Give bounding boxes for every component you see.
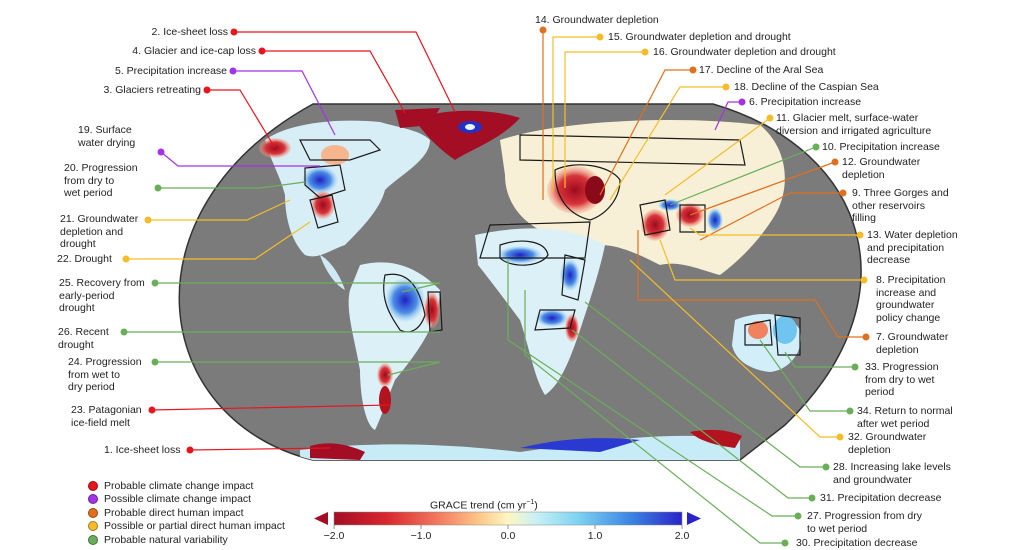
legend-label: Probable direct human impact [104, 506, 244, 519]
colorbar [314, 511, 701, 529]
label-3: 3. Glaciers retreating [103, 84, 201, 96]
label-7: 7. Groundwater depletion [876, 331, 949, 356]
legend-item: Possible or partial direct human impact [88, 520, 285, 534]
colorbar-tick: 2.0 [674, 530, 690, 542]
legend-dot-icon [88, 507, 98, 518]
colorbar-tick: 1.0 [587, 530, 603, 542]
label-12: 12. Groundwater depletion [842, 156, 921, 181]
legend-label: Possible or partial direct human impact [104, 520, 285, 533]
label-30: 30. Precipitation decrease [796, 537, 918, 549]
label-34: 34. Return to normal after wet period [857, 405, 953, 430]
leader-lines [124, 30, 866, 544]
colorbar-title-text: GRACE trend (cm yr [430, 499, 527, 512]
label-25: 25. Recovery from early-period drought [59, 277, 145, 314]
label-15: 15. Groundwater depletion and drought [608, 31, 791, 43]
legend-dot-icon [88, 494, 98, 505]
label-33: 33. Progression from dry to wet period [865, 361, 939, 398]
colorbar-tick: 0.0 [500, 530, 516, 542]
label-31: 31. Precipitation decrease [820, 492, 942, 504]
legend-item: Probable direct human impact [88, 506, 285, 520]
label-16: 16. Groundwater depletion and drought [653, 46, 836, 58]
label-19: 19. Surface water drying [78, 124, 136, 149]
label-27: 27. Progression from dry to wet period [807, 510, 922, 535]
label-10: 10. Precipitation increase [822, 141, 940, 153]
label-5: 5. Precipitation increase [114, 65, 227, 77]
category-legend: Probable climate change impact Possible … [88, 479, 285, 547]
label-13: 13. Water depletion and precipitation de… [867, 229, 958, 266]
label-23: 23. Patagonian ice-field melt [71, 404, 142, 429]
colorbar-title-end: ) [534, 499, 538, 512]
label-dots [120, 26, 870, 547]
legend-dot-icon [88, 480, 98, 491]
label-8: 8. Precipitation increase and groundwate… [876, 274, 946, 324]
legend-item: Probable climate change impact [88, 479, 285, 493]
label-32: 32. Groundwater depletion [848, 431, 927, 456]
legend-label: Probable climate change impact [104, 479, 254, 492]
legend-dot-icon [88, 534, 98, 545]
label-18: 18. Decline of the Caspian Sea [734, 81, 879, 93]
label-20: 20. Progression from dry to wet period [64, 162, 138, 199]
legend-label: Probable natural variability [104, 533, 228, 546]
label-9: 9. Three Gorges and other reservoirs fil… [852, 187, 949, 224]
label-14: 14. Groundwater depletion [535, 14, 659, 26]
label-21: 21. Groundwater depletion and drought [60, 213, 139, 250]
legend-label: Possible climate change impact [104, 493, 252, 506]
region-outlines [299, 134, 801, 356]
colorbar-title-sup: −1 [526, 499, 535, 506]
label-2: 2. Ice-sheet loss [151, 26, 228, 38]
colorbar-tick: −2.0 [323, 530, 345, 542]
legend-dot-icon [88, 521, 98, 532]
label-6: 6. Precipitation increase [749, 96, 862, 108]
label-26: 26. Recent drought [58, 326, 109, 351]
colorbar-title: GRACE trend (cm yr−1) [430, 499, 538, 512]
label-4: 4. Glacier and ice-cap loss [132, 45, 256, 57]
colorbar-tick: −1.0 [410, 530, 432, 542]
label-28: 28. Increasing lake levels and groundwat… [833, 461, 951, 486]
label-17: 17. Decline of the Aral Sea [699, 64, 824, 76]
label-1: 1. Ice-sheet loss [104, 444, 181, 456]
legend-item: Possible climate change impact [88, 493, 285, 507]
legend-item: Probable natural variability [88, 533, 285, 547]
label-11: 11. Glacier melt, surface-water diversio… [776, 112, 932, 137]
label-22: 22. Drought [57, 253, 112, 265]
label-24: 24. Progression from wet to dry period [68, 356, 142, 393]
